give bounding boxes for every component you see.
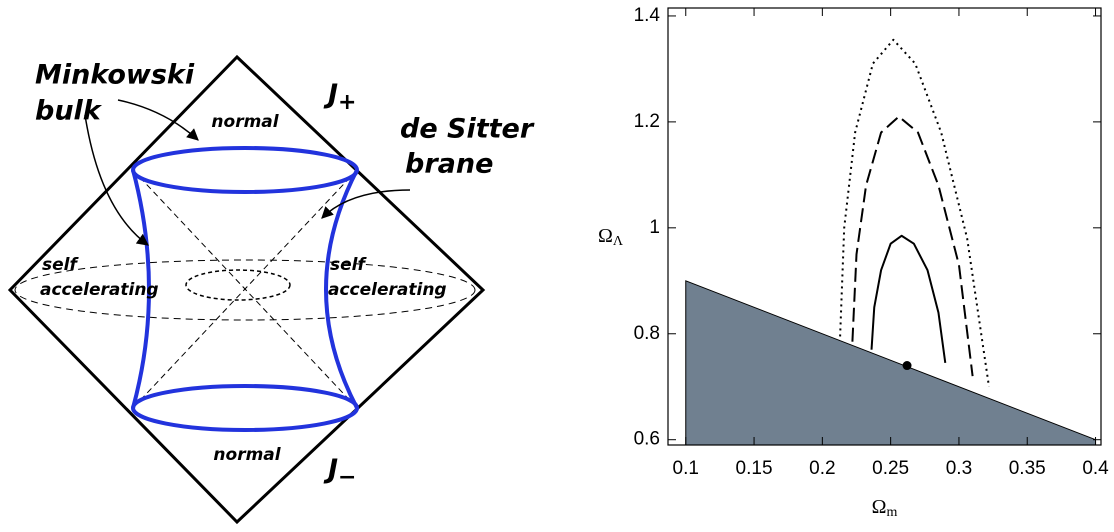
y-tick-label: 1.4 <box>634 5 661 26</box>
label: − <box>338 465 356 490</box>
label: normal <box>211 112 279 132</box>
y-tick-label: 0.8 <box>634 323 660 344</box>
label: normal <box>213 445 281 465</box>
y-tick-label: 0.6 <box>634 429 660 450</box>
x-tick-label: 0.35 <box>1009 458 1046 479</box>
label: Minkowski <box>35 60 195 91</box>
inner-ellipse <box>185 269 291 301</box>
label: J <box>323 454 338 485</box>
arrow <box>117 99 199 141</box>
x-tick-label: 0.15 <box>736 458 773 479</box>
plot-frame <box>667 7 1102 446</box>
brane <box>131 146 359 432</box>
x-tick-label: 0.2 <box>809 458 835 479</box>
arrows <box>84 99 411 246</box>
brane-left <box>131 169 151 409</box>
light-cone <box>132 169 358 409</box>
contour-line <box>870 234 947 364</box>
x-axis-label: Ω <box>872 496 887 518</box>
label: self <box>42 255 79 275</box>
x-axis-label: m <box>886 505 897 520</box>
x-tick-label: 0.4 <box>1082 458 1109 479</box>
y-axis-label: ΩΛ <box>598 225 624 250</box>
plot: 0.1 0.15 0.2 0.25 0.3 0.35 0.40.60.811.21.4ΩmΩ… <box>598 5 1109 520</box>
label: J− <box>323 454 356 491</box>
y-tick-label: 1 <box>649 217 660 238</box>
x-tick-label: 0.1 <box>673 458 699 479</box>
label: self <box>330 255 367 275</box>
label: brane <box>405 149 493 180</box>
penrose-diagram: Minkowski bulk de Sitter brane normal no… <box>7 54 535 525</box>
diamond <box>7 54 486 525</box>
y-axis-label: Ω <box>598 225 613 247</box>
contour-line <box>851 115 974 377</box>
y-axis-label: Λ <box>613 234 624 249</box>
label: accelerating <box>328 280 447 300</box>
best-fit-point <box>902 361 912 371</box>
x-tick-label: 0.3 <box>946 458 972 479</box>
label: bulk <box>35 96 103 127</box>
dashed-ellipse <box>14 259 476 321</box>
y-tick-label: 1.2 <box>634 111 660 132</box>
arrow <box>321 189 411 219</box>
brane-bottom <box>131 384 359 432</box>
x-tick-label: 0.25 <box>872 458 909 479</box>
excluded-region <box>685 280 1097 446</box>
arrow <box>84 114 149 246</box>
label: accelerating <box>40 280 159 300</box>
label: J <box>323 79 338 110</box>
brane-top <box>131 146 359 194</box>
label: de Sitter <box>400 114 535 145</box>
label: + <box>338 90 356 115</box>
x-axis-label: Ωm <box>872 496 898 521</box>
brane-right <box>324 169 359 409</box>
label: J+ <box>323 79 356 116</box>
contour-line <box>839 38 990 387</box>
